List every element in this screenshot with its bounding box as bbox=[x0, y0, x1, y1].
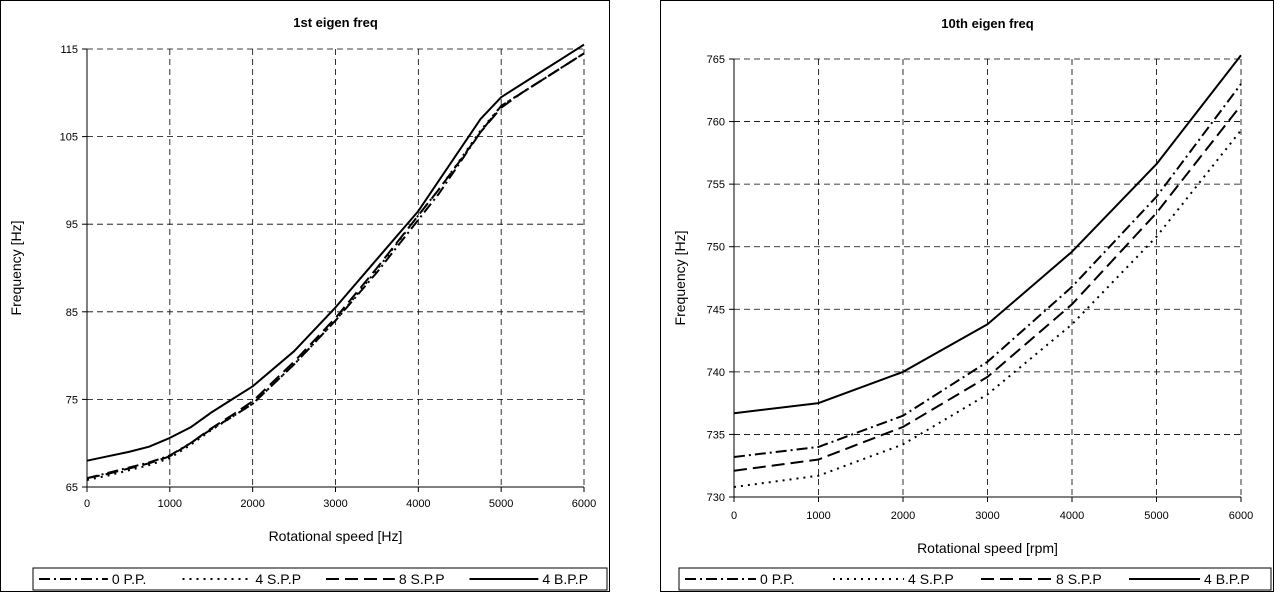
x-tick-label: 2000 bbox=[891, 510, 915, 522]
series-line-4-b-p-p bbox=[733, 54, 1242, 415]
x-tick-label: 6000 bbox=[572, 498, 596, 510]
y-tick-label: 115 bbox=[60, 44, 78, 56]
x-tick-label: 3000 bbox=[975, 510, 999, 522]
y-tick-label: 745 bbox=[707, 304, 725, 316]
chart-1st-eigen-freq: 1st eigen freq 0 1000 2000 3000 4000 5000 6000 6… bbox=[8, 15, 608, 591]
y-axis-label: Frequency [Hz] bbox=[672, 231, 688, 326]
chart-title: 10th eigen freq bbox=[941, 16, 1034, 31]
y-tick-label: 105 bbox=[60, 132, 78, 144]
y-tick-label: 740 bbox=[707, 367, 725, 379]
y-tick-label: 755 bbox=[707, 179, 725, 191]
y-tick-label: 85 bbox=[66, 307, 78, 319]
y-tick-label: 95 bbox=[66, 219, 78, 231]
legend-label: 8 S.P.P bbox=[1056, 571, 1102, 587]
y-tick-label: 65 bbox=[66, 482, 78, 494]
y-tick-label: 75 bbox=[66, 394, 78, 406]
legend-label: 0 P.P. bbox=[112, 571, 147, 587]
series-line-4-b-p-p bbox=[86, 43, 585, 462]
x-tick-label: 3000 bbox=[323, 498, 347, 510]
series-line-0-p-p bbox=[733, 83, 1242, 458]
x-tick-label: 1000 bbox=[806, 510, 830, 522]
x-tick-label: 6000 bbox=[1229, 510, 1253, 522]
x-tick-label: 5000 bbox=[489, 498, 513, 510]
x-axis-label: Rotational speed [rpm] bbox=[917, 540, 1058, 556]
x-tick-label: 0 bbox=[84, 498, 90, 510]
y-tick-label: 765 bbox=[707, 54, 725, 66]
x-tick-label: 5000 bbox=[1144, 510, 1168, 522]
x-tick-label: 2000 bbox=[240, 498, 264, 510]
x-tick-label: 0 bbox=[731, 510, 737, 522]
chart-title: 1st eigen freq bbox=[293, 15, 378, 30]
legend-label: 4 S.P.P bbox=[908, 571, 954, 587]
y-axis-label: Frequency [Hz] bbox=[8, 221, 24, 316]
x-tick-label: 4000 bbox=[406, 498, 430, 510]
x-axis-label: Rotational speed [Hz] bbox=[269, 528, 403, 544]
x-tick-label: 1000 bbox=[158, 498, 182, 510]
legend-box bbox=[678, 567, 1272, 591]
y-tick-label: 760 bbox=[707, 117, 725, 129]
series-line-4-s-p-p bbox=[86, 52, 585, 481]
y-tick-label: 735 bbox=[707, 429, 725, 441]
y-tick-label: 730 bbox=[707, 492, 725, 504]
chart-10th-eigen-freq: 10th eigen freq 0 1000 2000 3000 4000 5000 6000… bbox=[672, 16, 1272, 591]
x-tick-label: 4000 bbox=[1060, 510, 1084, 522]
series-line-4-s-p-p bbox=[733, 129, 1242, 488]
legend-label: 8 S.P.P bbox=[399, 571, 445, 587]
chart-panel-10th-eigen-freq: 10th eigen freq 0 1000 2000 3000 4000 5000 6000… bbox=[660, 0, 1274, 592]
series-line-8-s-p-p bbox=[733, 104, 1242, 472]
legend-label: 0 P.P. bbox=[760, 571, 795, 587]
chart-panel-1st-eigen-freq: 1st eigen freq 0 1000 2000 3000 4000 5000 6000 6… bbox=[0, 0, 610, 592]
legend-label: 4 S.P.P bbox=[255, 571, 301, 587]
legend-box bbox=[32, 567, 608, 591]
legend-label: 4 B.P.P bbox=[542, 571, 588, 587]
legend-label: 4 B.P.P bbox=[1204, 571, 1250, 587]
y-tick-label: 750 bbox=[707, 242, 725, 254]
